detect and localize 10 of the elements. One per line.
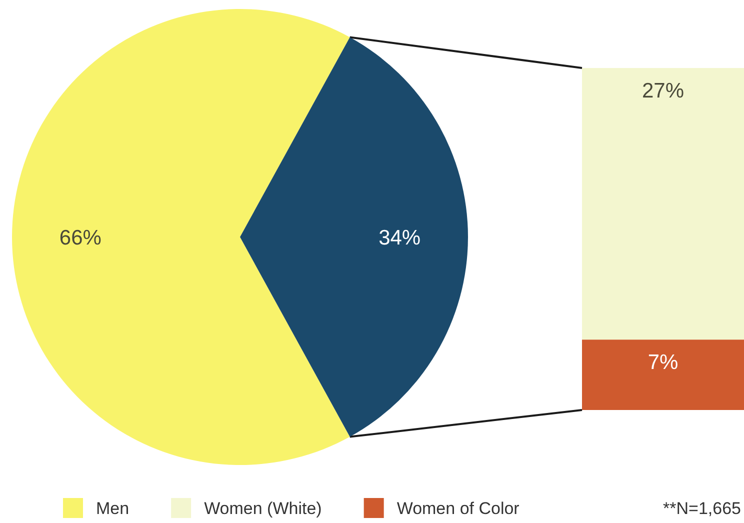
legend-label: Women (White) [204,498,322,518]
pie-slice [12,9,350,465]
data-label: 66% [59,226,102,250]
text: **N=1,665 [663,498,741,518]
pie-slice [240,37,468,437]
data-label: 7% [648,350,678,374]
legend-label: Men [96,498,130,518]
data-label: 34% [378,226,421,250]
data-label: 27% [642,79,684,102]
legend-label: Women of Color [396,498,520,518]
